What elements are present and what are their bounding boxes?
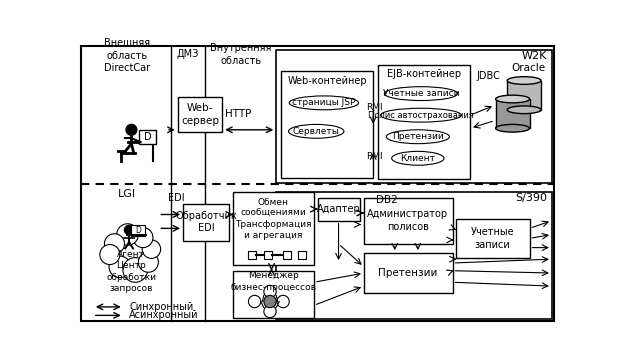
Circle shape [109, 256, 131, 278]
Text: LGI: LGI [118, 189, 136, 200]
Bar [495, 99, 529, 128]
Text: D: D [144, 132, 151, 143]
Bar [233, 192, 314, 265]
Text: Синхронный: Синхронный [129, 302, 193, 312]
Text: Внешняя
область
DirectCar: Внешняя область DirectCar [105, 38, 151, 73]
Ellipse shape [495, 125, 529, 132]
Text: EJB-контейнер: EJB-контейнер [387, 69, 461, 79]
Text: Адаптер: Адаптер [317, 204, 360, 214]
Circle shape [104, 234, 125, 254]
Circle shape [142, 240, 161, 258]
Bar [249, 252, 256, 259]
Ellipse shape [386, 130, 450, 144]
Text: D: D [135, 226, 141, 235]
Bar [364, 197, 453, 244]
Text: Клиент: Клиент [401, 154, 435, 163]
Ellipse shape [290, 96, 358, 110]
Bar [507, 81, 541, 110]
Text: Сервлеты: Сервлеты [293, 127, 340, 136]
Ellipse shape [384, 87, 458, 101]
Circle shape [277, 295, 290, 308]
Text: Учетные записи: Учетные записи [383, 89, 459, 98]
Text: Администратор
полисов: Администратор полисов [367, 209, 448, 232]
Text: Асинхронный: Асинхронный [129, 310, 198, 321]
Text: Учетные
записи: Учетные записи [471, 227, 515, 250]
Text: Претензии: Претензии [392, 132, 444, 141]
Bar [139, 130, 156, 144]
Circle shape [138, 252, 158, 272]
Bar [281, 70, 373, 178]
Circle shape [264, 285, 276, 298]
Text: RMI: RMI [366, 152, 383, 161]
Text: ДМЗ: ДМЗ [177, 49, 199, 60]
Bar [177, 97, 222, 132]
Text: Oracle: Oracle [511, 63, 545, 73]
Ellipse shape [495, 95, 529, 103]
Bar [364, 253, 453, 293]
Text: Обмен
сообщениями
Трансформация
и агрегация: Обмен сообщениями Трансформация и агрега… [235, 198, 311, 240]
Text: Внутренняя
область: Внутренняя область [210, 43, 272, 66]
Text: страницы JSP: страницы JSP [292, 98, 356, 107]
Text: S/390: S/390 [515, 192, 547, 203]
Bar [317, 197, 360, 221]
Text: Менеджер
бизнес-процессов: Менеджер бизнес-процессов [230, 272, 316, 291]
Bar [276, 50, 552, 183]
Circle shape [125, 225, 134, 234]
Ellipse shape [507, 106, 541, 114]
Bar [378, 65, 470, 179]
Circle shape [123, 258, 148, 282]
Bar [283, 252, 291, 259]
Circle shape [264, 295, 276, 308]
Bar [233, 271, 314, 318]
Ellipse shape [288, 125, 344, 138]
Bar [183, 204, 229, 241]
Text: HTTP: HTTP [225, 109, 252, 119]
Text: W2K: W2K [522, 51, 547, 61]
Circle shape [264, 305, 276, 318]
Circle shape [133, 228, 153, 248]
Polygon shape [100, 226, 162, 280]
Text: JDBC: JDBC [477, 71, 500, 81]
Text: Полис автострахования: Полис автострахования [368, 111, 474, 120]
Text: RMI: RMI [366, 103, 383, 112]
Ellipse shape [381, 108, 461, 122]
Text: Web-
сервер: Web- сервер [181, 103, 219, 126]
Bar [456, 219, 529, 258]
Circle shape [249, 295, 261, 308]
Text: EDI: EDI [168, 192, 184, 203]
Circle shape [117, 224, 138, 245]
Text: Агент
Центр
обработки
запросов: Агент Центр обработки запросов [107, 250, 156, 293]
Ellipse shape [392, 151, 444, 165]
Circle shape [126, 125, 137, 135]
Bar [264, 252, 272, 259]
Text: Web-контейнер: Web-контейнер [287, 76, 367, 86]
Bar [276, 192, 552, 319]
Ellipse shape [507, 77, 541, 84]
Text: DB2: DB2 [376, 195, 398, 205]
Bar [298, 252, 306, 259]
Text: Претензии: Претензии [378, 268, 438, 278]
Text: Обработчик
EDI: Обработчик EDI [175, 211, 237, 233]
Circle shape [100, 245, 120, 265]
Bar [131, 225, 145, 236]
